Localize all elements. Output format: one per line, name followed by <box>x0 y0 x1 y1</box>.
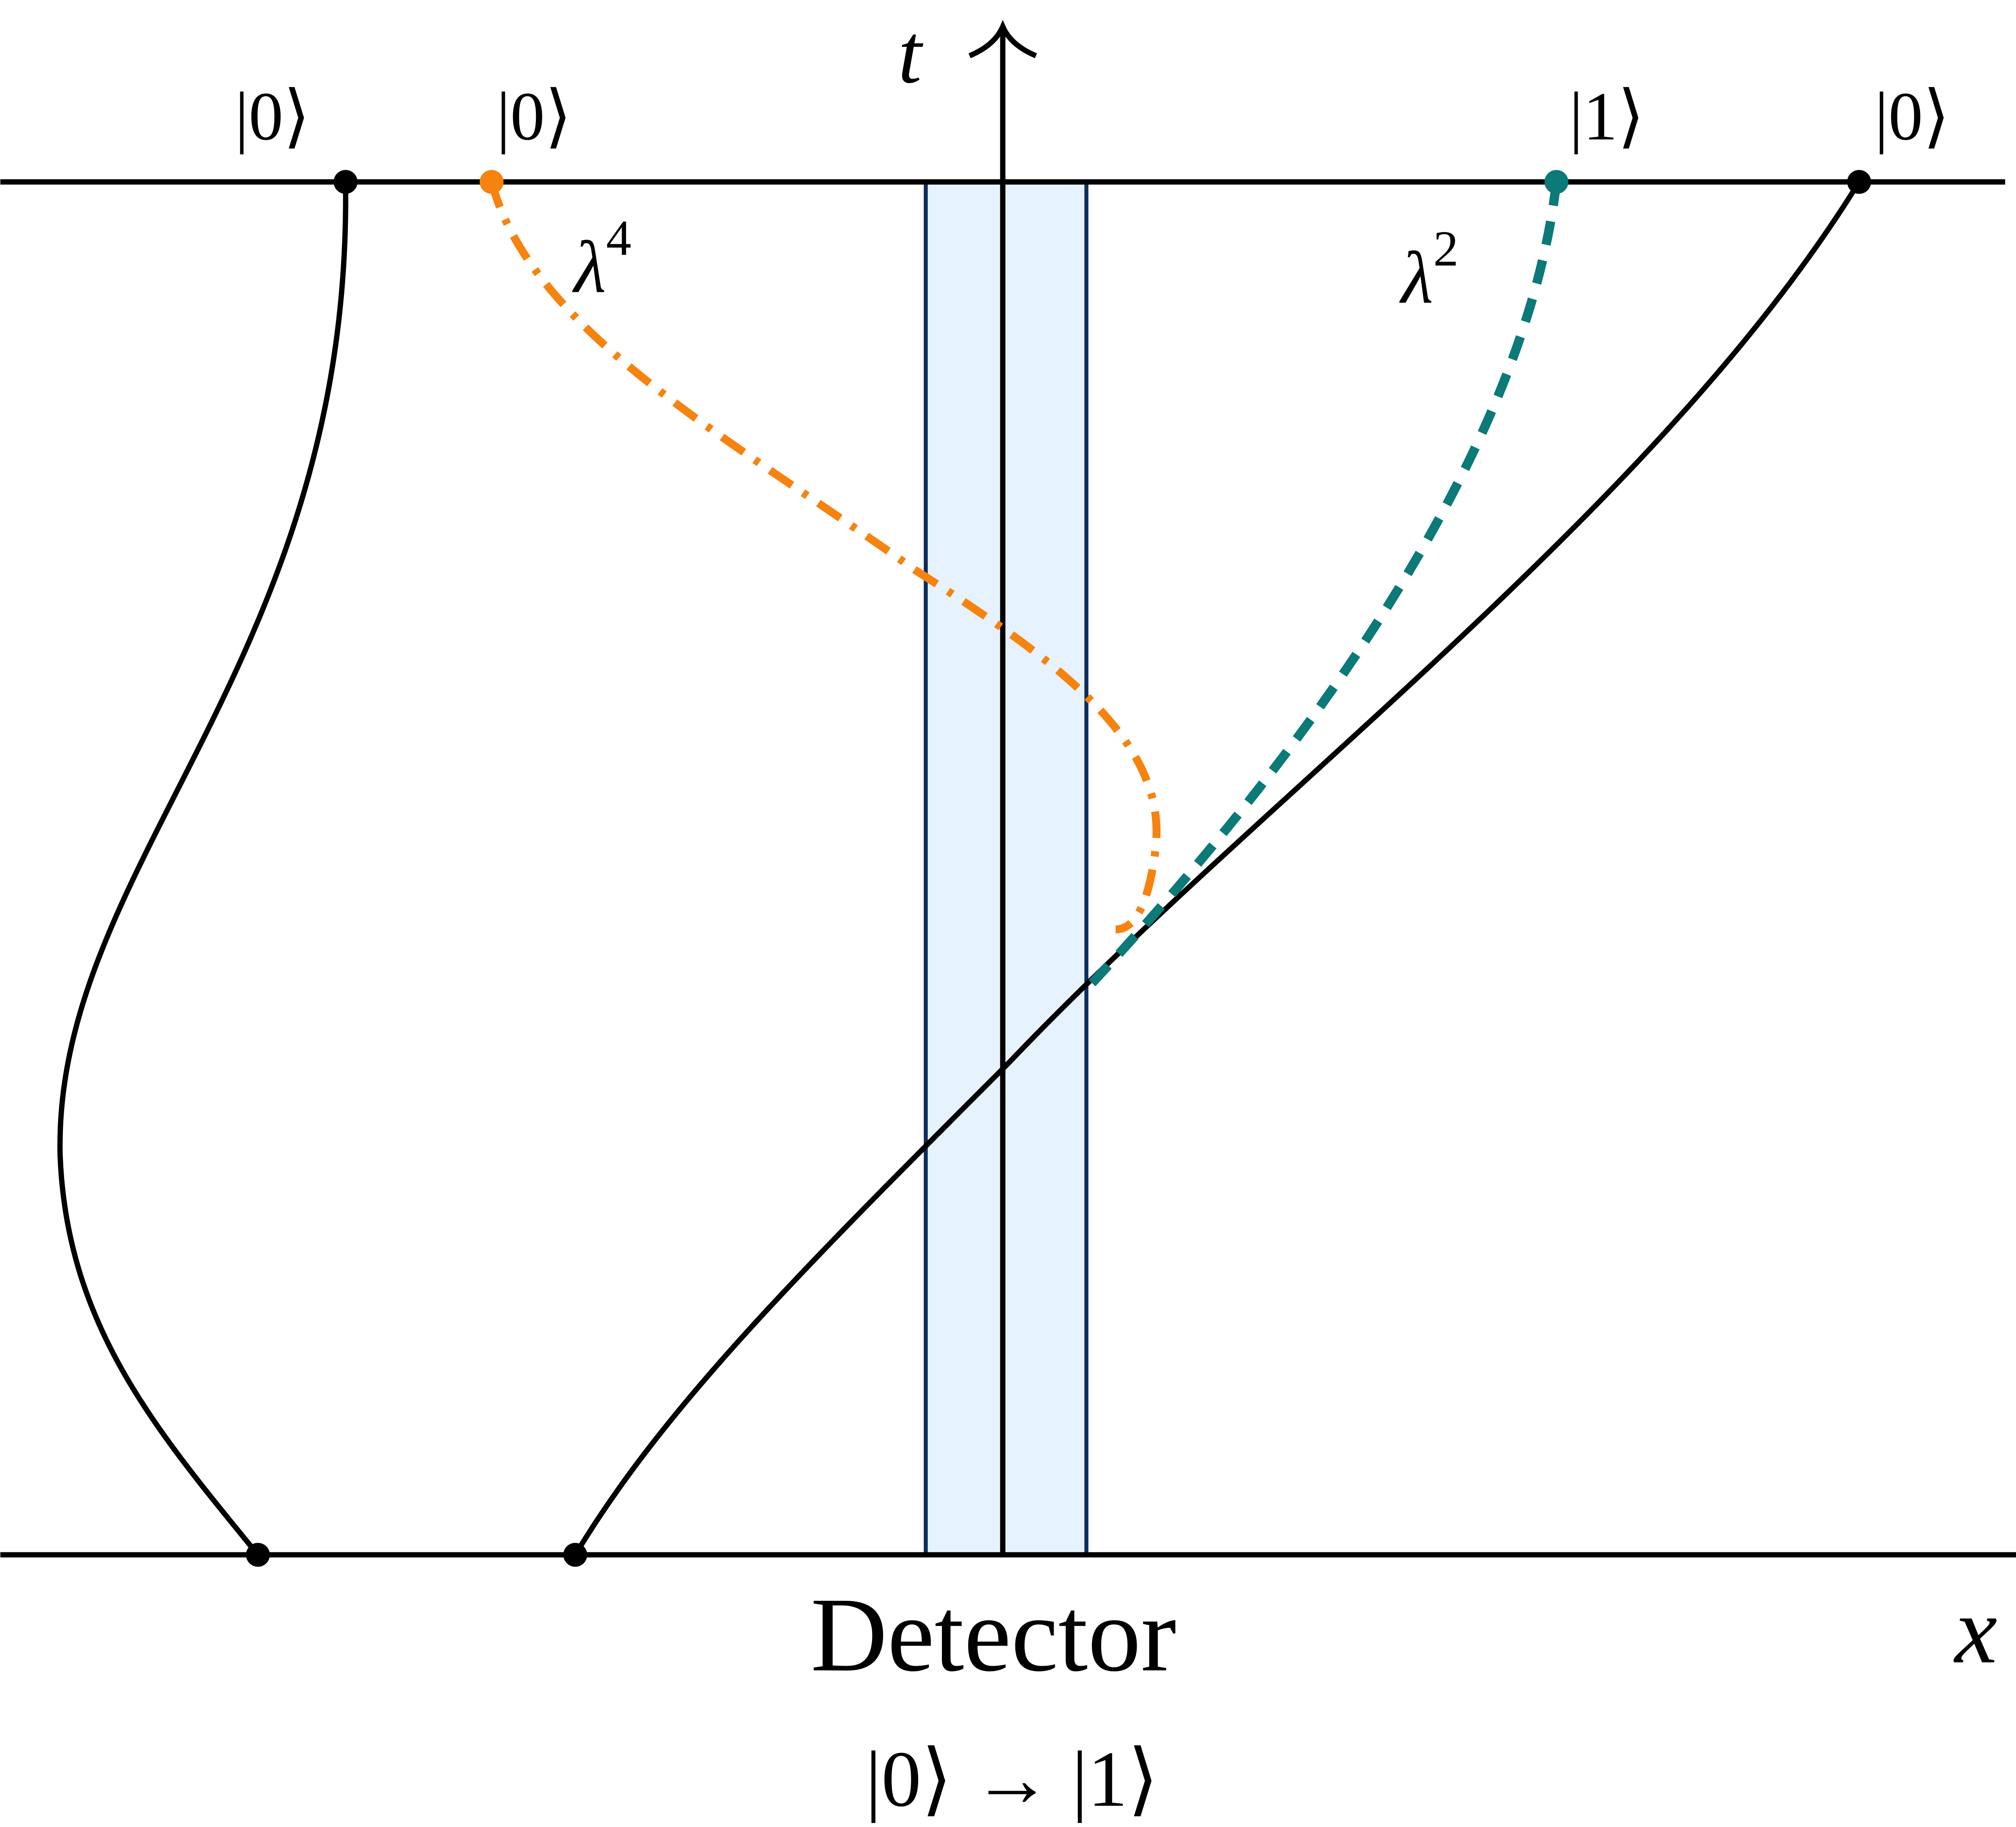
orange-path <box>487 181 1161 933</box>
detector-label: Detector <box>811 1575 1177 1693</box>
state-label: |0⟩ <box>1874 78 1950 155</box>
coupling-power: 2 <box>1433 221 1459 277</box>
teal-path <box>1083 181 1561 993</box>
coupling-symbol: λ <box>1399 237 1433 319</box>
detector-transition: |0⟩ → |1⟩ <box>865 1735 1158 1823</box>
state-label: |0⟩ <box>496 78 572 155</box>
point <box>1544 170 1568 194</box>
detector-region <box>924 180 1089 1557</box>
coupling-power: 4 <box>606 210 631 266</box>
coupling-label: λ4 <box>572 210 631 308</box>
state-label: |0⟩ <box>235 78 310 155</box>
coupling-label: λ2 <box>1399 221 1458 319</box>
point <box>246 1543 270 1567</box>
worldline <box>57 182 348 1557</box>
worldline <box>573 180 1862 1556</box>
state-label: |1⟩ <box>1569 78 1645 155</box>
point <box>563 1543 587 1567</box>
t-arrowhead <box>968 20 1037 58</box>
point <box>333 170 358 194</box>
point <box>1847 170 1871 194</box>
coupling-symbol: λ <box>572 226 606 308</box>
point <box>479 170 504 194</box>
t-label: t <box>898 6 923 101</box>
x-label: x <box>1954 1578 1997 1683</box>
